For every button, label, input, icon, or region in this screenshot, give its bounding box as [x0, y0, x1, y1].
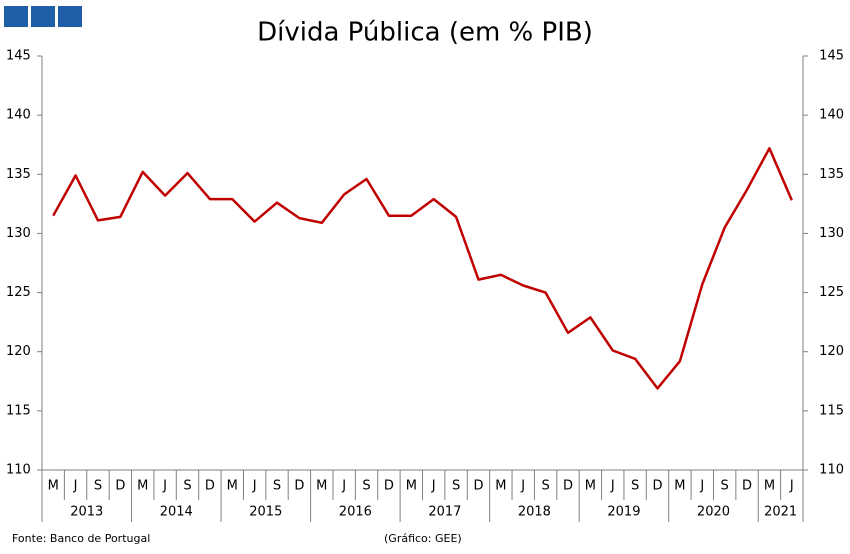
x-tick-label: M: [495, 479, 506, 494]
x-tick-label: J: [610, 479, 615, 494]
x-tick-label: S: [183, 479, 191, 494]
x-tick-label: D: [563, 479, 573, 494]
x-group-label: 2021: [764, 505, 797, 520]
x-tick-label: D: [294, 479, 304, 494]
x-group-label: 2019: [607, 505, 640, 520]
logo-square: [58, 6, 82, 27]
x-tick-label: M: [764, 479, 775, 494]
logo-square: [4, 6, 28, 27]
x-tick-label: D: [742, 479, 752, 494]
x-tick-label: S: [631, 479, 639, 494]
y2-tick-label: 130: [819, 226, 844, 241]
x-group-label: 2015: [249, 505, 282, 520]
x-tick-label: D: [384, 479, 394, 494]
x-tick-label: M: [316, 479, 327, 494]
x-tick-label: M: [406, 479, 417, 494]
y2-tick-label: 140: [819, 108, 844, 123]
x-tick-label: J: [431, 479, 436, 494]
x-tick-label: M: [585, 479, 596, 494]
y2-tick-label: 125: [819, 285, 844, 300]
x-tick-label: S: [452, 479, 460, 494]
y2-tick-label: 110: [819, 463, 844, 478]
y-tick-label: 110: [6, 463, 31, 478]
chart-title: Dívida Pública (em % PIB): [257, 18, 593, 48]
y2-tick-label: 135: [819, 167, 844, 182]
x-tick-label: M: [674, 479, 685, 494]
x-tick-label: J: [520, 479, 525, 494]
x-tick-label: J: [341, 479, 346, 494]
x-tick-label: S: [541, 479, 549, 494]
y-tick-label: 145: [6, 49, 31, 64]
y-tick-label: 130: [6, 226, 31, 241]
x-group-label: 2016: [339, 505, 372, 520]
x-tick-label: D: [653, 479, 663, 494]
x-tick-label: S: [721, 479, 729, 494]
x-group-label: 2020: [697, 505, 730, 520]
x-group-label: 2013: [70, 505, 103, 520]
x-tick-label: M: [48, 479, 59, 494]
x-tick-label: M: [137, 479, 148, 494]
x-group-label: 2018: [518, 505, 551, 520]
x-tick-label: J: [162, 479, 167, 494]
y-tick-label: 120: [6, 344, 31, 359]
y-tick-label: 115: [6, 403, 31, 418]
x-tick-label: D: [205, 479, 215, 494]
x-tick-label: J: [789, 479, 794, 494]
x-group-label: 2014: [160, 505, 193, 520]
x-group-label: 2017: [428, 505, 461, 520]
y-tick-label: 135: [6, 167, 31, 182]
y2-tick-label: 120: [819, 344, 844, 359]
credit: (Gráfico: GEE): [384, 532, 462, 545]
y2-tick-label: 115: [819, 403, 844, 418]
y2-tick-label: 145: [819, 49, 844, 64]
x-tick-label: J: [252, 479, 257, 494]
x-tick-label: M: [227, 479, 238, 494]
x-tick-label: D: [115, 479, 125, 494]
x-tick-label: J: [73, 479, 78, 494]
x-tick-label: S: [273, 479, 281, 494]
x-tick-label: S: [94, 479, 102, 494]
data-line: [52, 147, 793, 390]
x-tick-label: J: [699, 479, 704, 494]
logo-square: [31, 6, 55, 27]
y-tick-label: 140: [6, 108, 31, 123]
x-tick-label: S: [362, 479, 370, 494]
x-tick-label: D: [473, 479, 483, 494]
source: Fonte: Banco de Portugal: [12, 532, 150, 545]
y-tick-label: 125: [6, 285, 31, 300]
